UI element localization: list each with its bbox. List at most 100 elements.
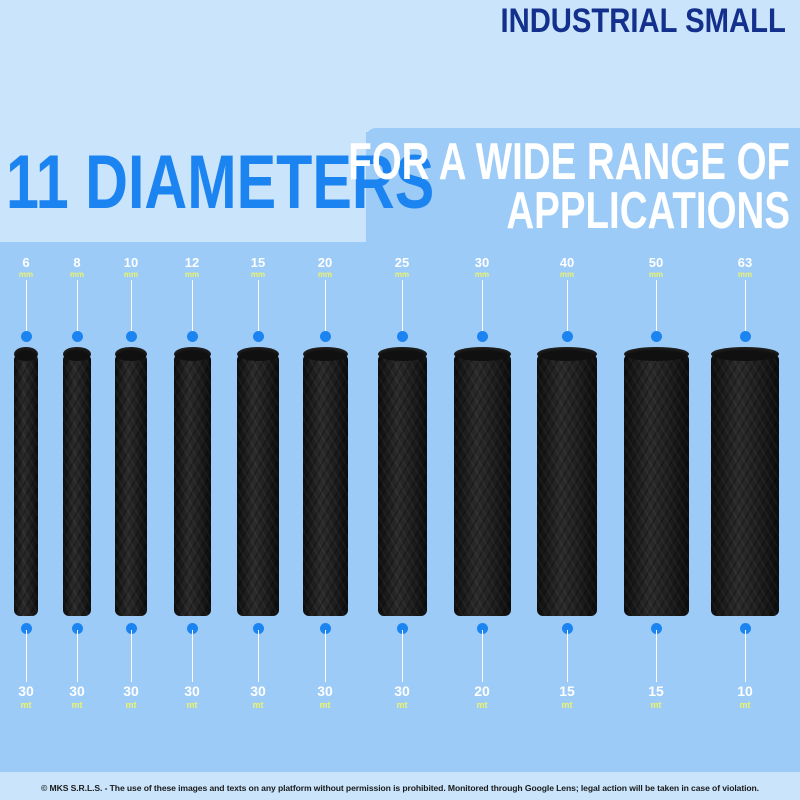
diameter-value: 12	[184, 255, 200, 270]
subtitle-line-2: APPLICATIONS	[506, 182, 790, 240]
length-value: 30	[69, 683, 85, 699]
diameter-value: 15	[250, 255, 266, 270]
diameter-value: 30	[474, 255, 490, 270]
lower-leader-line	[567, 630, 568, 682]
hose-sleeve	[115, 347, 147, 616]
upper-leader-line	[77, 280, 78, 336]
hose-sleeve	[453, 347, 511, 616]
upper-marker-dot	[562, 331, 573, 342]
length-value: 15	[648, 683, 664, 699]
lower-marker-dot	[187, 623, 198, 634]
hose-sleeve	[377, 347, 427, 616]
hose-sleeve	[302, 347, 348, 616]
left-band	[0, 132, 366, 242]
hose-sleeve-opening	[377, 347, 427, 361]
length-value: 10	[737, 683, 753, 699]
hose-sleeve	[63, 347, 91, 616]
lower-leader-line	[482, 630, 483, 682]
upper-leader-line	[482, 280, 483, 336]
lower-marker-dot	[320, 623, 331, 634]
diameter-value: 50	[648, 255, 664, 270]
length-value: 30	[123, 683, 139, 699]
lower-leader-line	[192, 630, 193, 682]
length-value: 15	[559, 683, 575, 699]
copyright-notice: © MKS S.R.L.S. - The use of these images…	[41, 783, 759, 793]
subtitle: FOR A WIDE RANGE OF APPLICATIONS	[348, 133, 790, 240]
diameter-unit: mm	[18, 270, 34, 279]
upper-marker-dot	[651, 331, 662, 342]
lower-marker-dot	[477, 623, 488, 634]
hose-sleeve	[173, 347, 211, 616]
lower-leader-line	[325, 630, 326, 682]
diameter-unit: mm	[317, 270, 333, 279]
diameter-unit: mm	[559, 270, 575, 279]
diameter-value: 8	[73, 255, 81, 270]
diameter-value: 20	[317, 255, 333, 270]
diameter-unit: mm	[648, 270, 664, 279]
upper-leader-line	[325, 280, 326, 336]
hose-sleeve-opening	[63, 347, 91, 361]
lower-marker-dot	[562, 623, 573, 634]
diameter-value: 63	[737, 255, 753, 270]
hose-sleeve-opening	[537, 347, 597, 361]
lower-leader-line	[656, 630, 657, 682]
hose-sleeve-opening	[115, 347, 147, 361]
lower-leader-line	[402, 630, 403, 682]
diameter-value: 6	[22, 255, 30, 270]
lower-marker-dot	[397, 623, 408, 634]
upper-marker-dot	[740, 331, 751, 342]
lower-marker-dot	[651, 623, 662, 634]
upper-leader-line	[567, 280, 568, 336]
length-unit: mt	[476, 700, 488, 710]
length-value: 30	[184, 683, 200, 699]
upper-marker-dot	[320, 331, 331, 342]
lower-leader-line	[258, 630, 259, 682]
lower-marker-dot	[253, 623, 264, 634]
lower-leader-line	[131, 630, 132, 682]
hose-sleeve	[14, 347, 38, 616]
upper-leader-line	[402, 280, 403, 336]
hose-sleeve	[537, 347, 597, 616]
hose-sleeve-opening	[173, 347, 211, 361]
diameter-value: 10	[123, 255, 139, 270]
upper-leader-line	[745, 280, 746, 336]
length-unit: mt	[20, 700, 32, 710]
hose-sleeve-opening	[302, 347, 348, 361]
upper-marker-dot	[72, 331, 83, 342]
diameter-unit: mm	[184, 270, 200, 279]
upper-marker-dot	[397, 331, 408, 342]
brand-title: INDUSTRIAL SMALL	[500, 2, 786, 40]
hose-sleeve	[237, 347, 279, 616]
hose-sleeve	[623, 347, 689, 616]
upper-leader-line	[192, 280, 193, 336]
diameter-unit: mm	[123, 270, 139, 279]
length-unit: mt	[186, 700, 198, 710]
lower-marker-dot	[740, 623, 751, 634]
length-unit: mt	[252, 700, 264, 710]
upper-leader-line	[656, 280, 657, 336]
upper-leader-line	[131, 280, 132, 336]
length-unit: mt	[396, 700, 408, 710]
diameter-value: 40	[559, 255, 575, 270]
hose-sleeve-opening	[623, 347, 689, 361]
length-unit: mt	[71, 700, 83, 710]
lower-marker-dot	[21, 623, 32, 634]
upper-marker-dot	[126, 331, 137, 342]
lower-marker-dot	[126, 623, 137, 634]
lower-leader-line	[77, 630, 78, 682]
length-unit: mt	[561, 700, 573, 710]
diameter-unit: mm	[474, 270, 490, 279]
subtitle-line-1: FOR A WIDE RANGE OF	[348, 133, 790, 191]
subtitle-panel	[366, 128, 800, 241]
upper-marker-dot	[187, 331, 198, 342]
hose-sleeve-opening	[453, 347, 511, 361]
length-unit: mt	[125, 700, 137, 710]
length-value: 30	[317, 683, 333, 699]
diameter-unit: mm	[394, 270, 410, 279]
upper-leader-line	[258, 280, 259, 336]
hose-sleeve-opening	[14, 347, 38, 361]
diameter-unit: mm	[250, 270, 266, 279]
length-value: 30	[18, 683, 34, 699]
upper-marker-dot	[253, 331, 264, 342]
length-unit: mt	[650, 700, 662, 710]
